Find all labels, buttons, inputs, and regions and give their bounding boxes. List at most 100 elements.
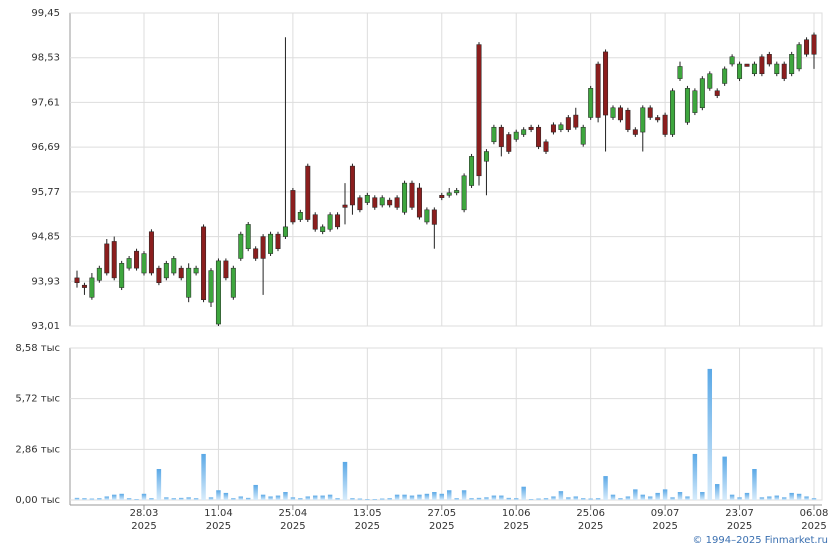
candle-body bbox=[774, 63, 780, 75]
volume-bar bbox=[119, 493, 124, 500]
candle-body bbox=[692, 90, 698, 113]
volume-bar bbox=[260, 494, 266, 500]
candle-body bbox=[722, 68, 728, 84]
volume-bar bbox=[484, 497, 489, 500]
volume-bar bbox=[342, 461, 348, 500]
volume-bar bbox=[513, 498, 519, 500]
volume-bar bbox=[298, 498, 303, 500]
volume-bar bbox=[469, 498, 474, 500]
volume-bar bbox=[729, 494, 735, 500]
volume-bar bbox=[610, 494, 616, 500]
y-tick-label: 98,53 bbox=[31, 53, 60, 64]
candle-body bbox=[536, 126, 542, 147]
volume-bar bbox=[74, 497, 80, 500]
candle-body bbox=[268, 233, 274, 254]
candle-body bbox=[595, 63, 601, 118]
volume-bar bbox=[625, 496, 631, 500]
candle-body bbox=[491, 126, 497, 143]
candle-body bbox=[729, 56, 735, 65]
volume-bar bbox=[446, 490, 452, 500]
volume-bar bbox=[722, 456, 727, 500]
volume-bar bbox=[476, 497, 482, 500]
volume-bar bbox=[238, 496, 244, 500]
volume-bar bbox=[111, 494, 117, 500]
volume-bar bbox=[521, 486, 526, 500]
volume-bar bbox=[193, 498, 199, 500]
candle-body bbox=[156, 267, 162, 283]
candle-body bbox=[446, 192, 452, 196]
volume-bar bbox=[647, 496, 653, 500]
candle-body bbox=[543, 141, 549, 152]
candle-body bbox=[454, 190, 460, 194]
candle-body bbox=[431, 209, 437, 225]
volume-bar bbox=[662, 489, 668, 500]
volume-bar bbox=[149, 498, 154, 500]
y-tick-label: 93,01 bbox=[31, 321, 60, 332]
candle-body bbox=[178, 267, 184, 279]
volume-bar bbox=[372, 499, 378, 500]
volume-bar bbox=[506, 497, 512, 500]
candle-body bbox=[662, 114, 668, 135]
candle-body bbox=[707, 73, 713, 89]
candle-body bbox=[163, 263, 169, 279]
candle-body bbox=[498, 126, 504, 147]
x-tick-label: 11.04 2025 bbox=[204, 508, 233, 532]
volume-bar bbox=[707, 368, 713, 500]
volume-bar bbox=[685, 496, 690, 500]
candle-body bbox=[104, 243, 110, 274]
credit: © 1994–2025 Finmarket.ru bbox=[692, 535, 828, 546]
candle-body bbox=[245, 224, 251, 249]
candle-body bbox=[379, 197, 385, 206]
volume-bar bbox=[208, 497, 214, 500]
candle-body bbox=[327, 214, 333, 230]
volume-bar bbox=[82, 498, 87, 500]
volume-bar bbox=[528, 499, 534, 500]
volume-bar bbox=[670, 497, 675, 500]
volume-bar bbox=[350, 498, 355, 500]
y-tick-label: 0,00 тыс bbox=[15, 495, 60, 506]
volume-bar bbox=[104, 496, 110, 500]
x-tick-label: 23.07 2025 bbox=[725, 508, 754, 532]
volume-bar bbox=[231, 498, 236, 500]
volume-bar bbox=[677, 492, 683, 500]
candle-body bbox=[141, 253, 147, 274]
candle-body bbox=[394, 197, 400, 208]
volume-bar bbox=[655, 492, 660, 500]
price-frame bbox=[69, 12, 823, 327]
candle-body bbox=[230, 267, 236, 298]
volume-bar bbox=[618, 498, 623, 500]
candle-body bbox=[603, 51, 609, 116]
x-tick-label: 25.06 2025 bbox=[576, 508, 605, 532]
candle-body bbox=[811, 34, 817, 55]
candle-body bbox=[670, 90, 676, 135]
candle-body bbox=[416, 187, 422, 218]
volume-bar bbox=[357, 498, 363, 500]
candle-body bbox=[610, 107, 616, 118]
candle-body bbox=[148, 231, 154, 274]
volume-bar bbox=[365, 499, 370, 500]
candle-body bbox=[469, 156, 475, 186]
candle-body bbox=[312, 214, 318, 230]
candle-body bbox=[74, 277, 80, 283]
candle-body bbox=[655, 117, 661, 121]
candle-body bbox=[714, 90, 720, 96]
volume-bar bbox=[543, 498, 549, 500]
candle-body bbox=[625, 109, 631, 130]
volume-bar bbox=[387, 498, 392, 500]
y-tick-label: 8,58 тыс bbox=[15, 343, 60, 354]
candle-body bbox=[349, 165, 355, 206]
candle-body bbox=[364, 195, 370, 203]
volume-bar bbox=[275, 495, 281, 500]
candle-body bbox=[528, 126, 534, 130]
candle-body bbox=[81, 284, 87, 288]
volume-bar bbox=[566, 497, 571, 500]
volume-bar bbox=[305, 496, 311, 500]
volume-bar bbox=[424, 493, 430, 500]
candle-body bbox=[677, 66, 683, 79]
volume-bar bbox=[491, 495, 497, 500]
candle-body bbox=[223, 260, 229, 279]
candle-body bbox=[357, 197, 363, 211]
volume-bar bbox=[402, 494, 407, 500]
candle-body bbox=[804, 39, 810, 55]
candle-body bbox=[342, 204, 348, 208]
